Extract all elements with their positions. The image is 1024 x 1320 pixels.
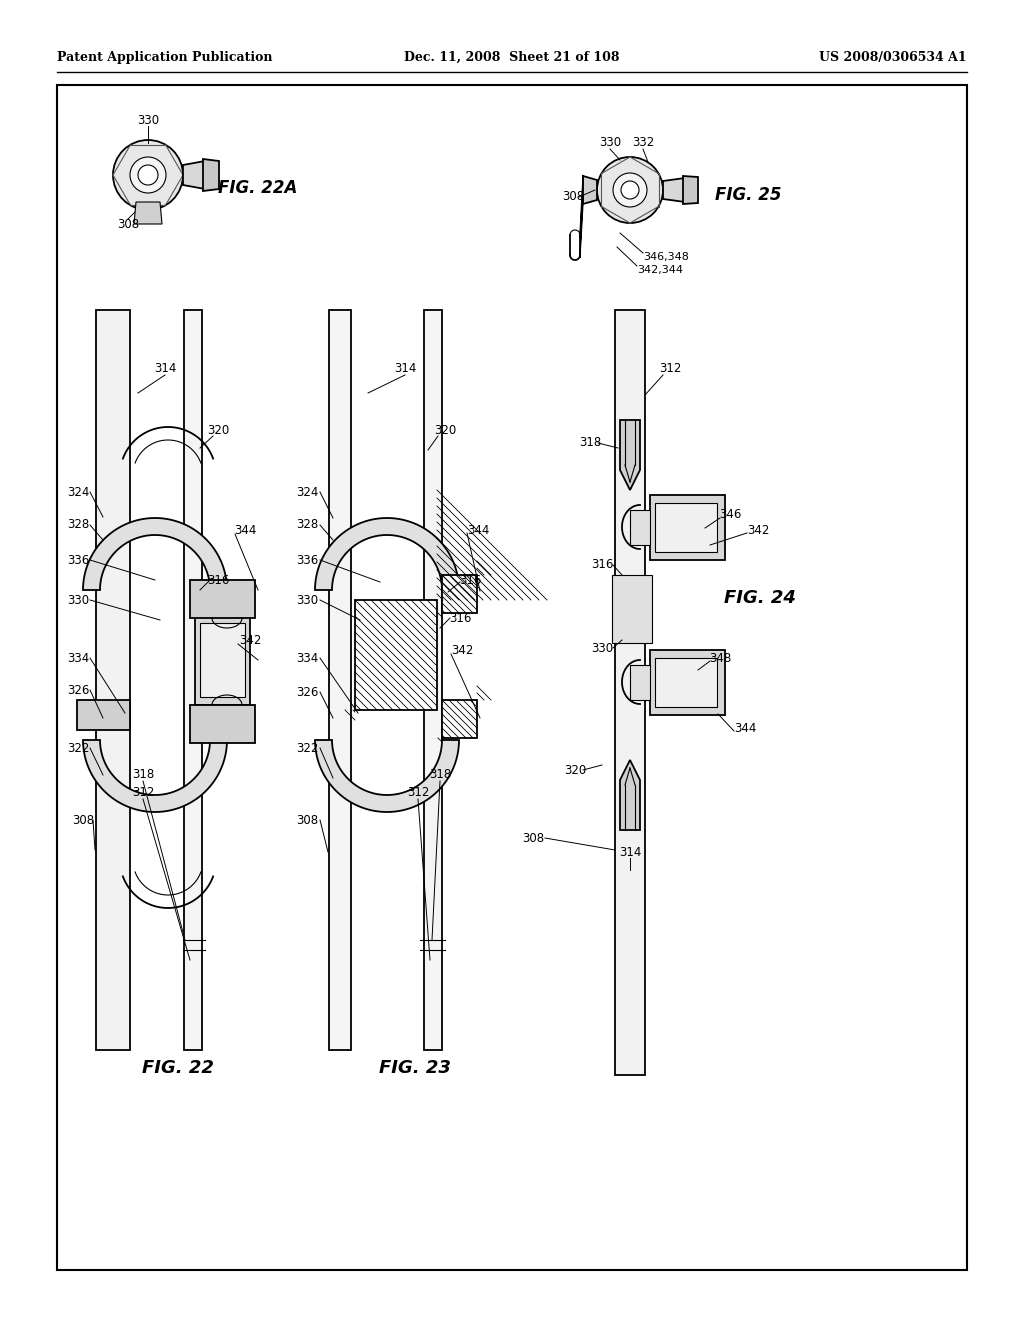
Text: 318: 318: [429, 768, 452, 781]
Text: 320: 320: [434, 424, 456, 437]
Polygon shape: [580, 195, 583, 257]
Text: 326: 326: [67, 684, 89, 697]
Polygon shape: [442, 576, 477, 612]
Text: 316: 316: [591, 558, 613, 572]
Polygon shape: [315, 741, 459, 812]
Text: 342,344: 342,344: [637, 265, 683, 275]
Polygon shape: [200, 623, 245, 697]
Circle shape: [613, 173, 647, 207]
Text: 332: 332: [632, 136, 654, 149]
Text: 346: 346: [719, 508, 741, 521]
Text: 344: 344: [233, 524, 256, 536]
Circle shape: [621, 181, 639, 199]
Polygon shape: [655, 657, 717, 708]
Polygon shape: [580, 176, 583, 238]
Polygon shape: [184, 310, 202, 1049]
Text: 320: 320: [207, 424, 229, 437]
Polygon shape: [630, 665, 650, 700]
Polygon shape: [190, 579, 255, 618]
Text: 330: 330: [599, 136, 622, 149]
Polygon shape: [650, 649, 725, 715]
Polygon shape: [190, 705, 255, 743]
Text: 314: 314: [394, 362, 416, 375]
Text: 328: 328: [296, 519, 318, 532]
Text: 346,348: 346,348: [643, 252, 689, 261]
Text: 316: 316: [449, 611, 471, 624]
Text: FIG. 23: FIG. 23: [379, 1059, 451, 1077]
Text: 330: 330: [591, 642, 613, 655]
Text: 344: 344: [734, 722, 756, 734]
Polygon shape: [315, 517, 459, 590]
Polygon shape: [77, 700, 130, 730]
Circle shape: [597, 157, 663, 223]
Polygon shape: [355, 601, 437, 710]
Text: 322: 322: [67, 742, 89, 755]
Polygon shape: [83, 517, 227, 590]
Text: 308: 308: [522, 832, 544, 845]
Text: 318: 318: [579, 437, 601, 450]
Text: 324: 324: [296, 486, 318, 499]
Text: 318: 318: [132, 768, 155, 781]
Circle shape: [138, 165, 158, 185]
Text: 336: 336: [67, 553, 89, 566]
Polygon shape: [663, 178, 685, 202]
Polygon shape: [650, 495, 725, 560]
Text: US 2008/0306534 A1: US 2008/0306534 A1: [819, 50, 967, 63]
Text: 320: 320: [564, 763, 586, 776]
Polygon shape: [134, 202, 162, 224]
Polygon shape: [83, 741, 227, 812]
Text: 334: 334: [67, 652, 89, 664]
Text: 312: 312: [658, 362, 681, 375]
Text: 316: 316: [207, 573, 229, 586]
Circle shape: [113, 140, 183, 210]
Bar: [57, 84, 967, 1270]
Polygon shape: [195, 615, 250, 705]
Text: FIG. 22: FIG. 22: [142, 1059, 214, 1077]
Polygon shape: [424, 310, 442, 1049]
Text: FIG. 24: FIG. 24: [724, 589, 796, 607]
Text: 324: 324: [67, 486, 89, 499]
Polygon shape: [612, 576, 652, 643]
Text: 308: 308: [562, 190, 584, 203]
Text: 330: 330: [296, 594, 318, 606]
Text: 342: 342: [746, 524, 769, 536]
Text: Dec. 11, 2008  Sheet 21 of 108: Dec. 11, 2008 Sheet 21 of 108: [404, 50, 620, 63]
Polygon shape: [96, 310, 130, 1049]
Text: 308: 308: [117, 219, 139, 231]
Text: 314: 314: [618, 846, 641, 858]
Text: 334: 334: [296, 652, 318, 664]
Text: Patent Application Publication: Patent Application Publication: [57, 50, 272, 63]
Text: 330: 330: [67, 594, 89, 606]
Polygon shape: [683, 176, 698, 205]
Text: 344: 344: [467, 524, 489, 536]
Text: 314: 314: [154, 362, 176, 375]
Text: FIG. 22A: FIG. 22A: [218, 180, 298, 197]
Text: FIG. 25: FIG. 25: [715, 186, 781, 205]
Polygon shape: [615, 310, 645, 1074]
Polygon shape: [620, 420, 640, 490]
Polygon shape: [583, 176, 597, 205]
Text: 328: 328: [67, 519, 89, 532]
Polygon shape: [630, 510, 650, 545]
Text: 342: 342: [451, 644, 473, 656]
Polygon shape: [203, 158, 219, 191]
Polygon shape: [329, 310, 351, 1049]
Text: 308: 308: [72, 813, 94, 826]
Text: 336: 336: [296, 553, 318, 566]
Polygon shape: [620, 760, 640, 830]
Text: 312: 312: [132, 787, 155, 800]
Text: 326: 326: [296, 685, 318, 698]
Text: 322: 322: [296, 742, 318, 755]
Text: 312: 312: [407, 787, 429, 800]
Text: 308: 308: [296, 813, 318, 826]
Polygon shape: [655, 503, 717, 552]
Polygon shape: [442, 700, 477, 738]
Circle shape: [130, 157, 166, 193]
Text: 342: 342: [239, 634, 261, 647]
Text: 348: 348: [709, 652, 731, 664]
Polygon shape: [183, 161, 205, 189]
Text: 316: 316: [459, 573, 481, 586]
Text: 330: 330: [137, 114, 159, 127]
